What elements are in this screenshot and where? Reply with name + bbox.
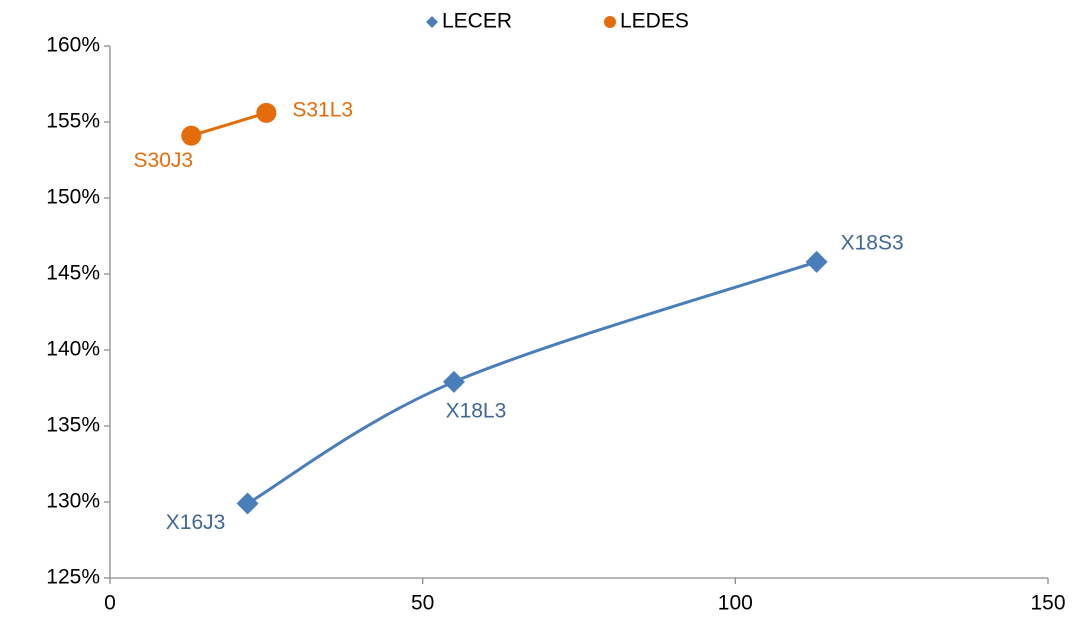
point (805, 250, 828, 273)
series-line (246, 260, 818, 505)
y-tick-label: 160% (46, 34, 100, 57)
y-tick-label: 140% (46, 338, 100, 361)
legend-label: LEDES (620, 10, 689, 33)
y-tick-label: 130% (46, 490, 100, 513)
x-tick-label: 150 (1030, 592, 1065, 615)
legend-label: LECER (442, 10, 512, 33)
legend-marker (426, 16, 438, 28)
point-label: X18S3 (841, 231, 904, 254)
point-label: S30J3 (134, 149, 194, 172)
y-tick-label: 125% (46, 566, 100, 589)
point-label: X18L3 (446, 399, 507, 422)
point (442, 370, 465, 393)
series-line (190, 111, 267, 138)
point (256, 102, 277, 123)
x-tick-label: 100 (718, 592, 753, 615)
point (236, 492, 259, 515)
y-tick-label: 145% (46, 262, 100, 285)
y-tick-label: 150% (46, 186, 100, 209)
point-label: X16J3 (166, 511, 226, 534)
point (181, 125, 202, 146)
x-tick-label: 0 (104, 592, 116, 615)
x-tick-label: 50 (411, 592, 434, 615)
point-label: S31L3 (292, 98, 353, 121)
y-tick-label: 135% (46, 414, 100, 437)
legend-marker (604, 16, 616, 28)
y-tick-label: 155% (46, 110, 100, 133)
